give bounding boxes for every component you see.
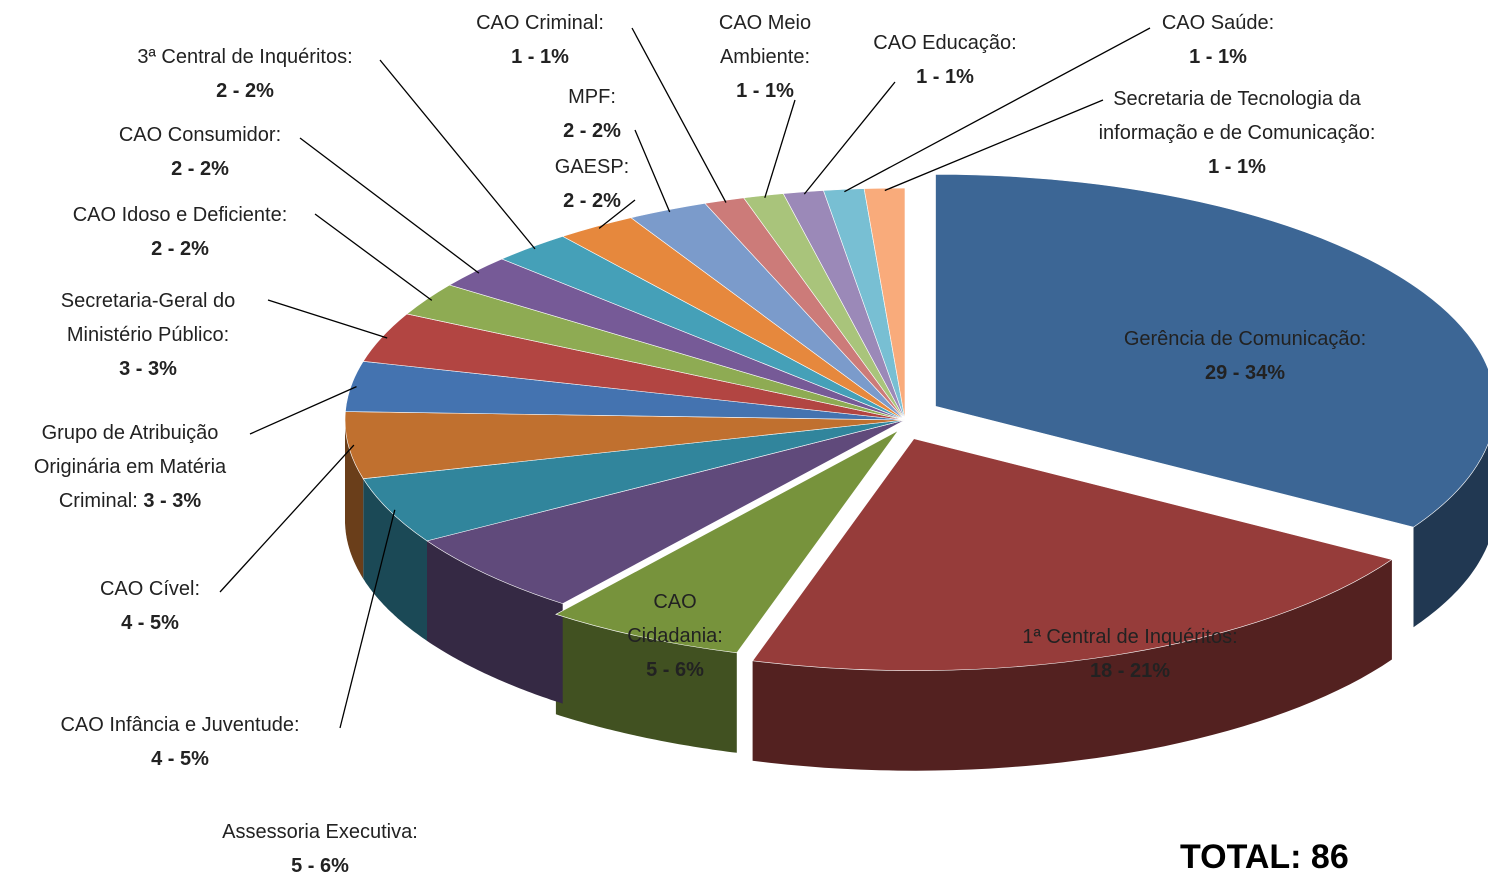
- leader-line: [765, 100, 795, 198]
- leader-line: [268, 300, 387, 338]
- slice-label: Assessoria Executiva: 5 - 6%: [180, 815, 460, 883]
- category-label: CAO Meio Ambiente:: [719, 12, 811, 68]
- value-label: 1 - 1%: [460, 40, 620, 74]
- value-label: 5 - 6%: [180, 849, 460, 883]
- leader-line: [380, 60, 535, 249]
- value-label: 2 - 2%: [532, 114, 652, 148]
- category-label: CAO Educação:: [873, 32, 1016, 54]
- value-label: 1 - 1%: [850, 60, 1040, 94]
- value-label: 4 - 5%: [20, 742, 340, 776]
- category-label: 1ª Central de Inquéritos:: [1022, 626, 1237, 648]
- category-label: Secretaria-Geral do Ministério Público:: [61, 290, 236, 346]
- value-label: 2 - 2%: [80, 152, 320, 186]
- category-label: Assessoria Executiva:: [222, 821, 418, 843]
- slice-label: GAESP: 2 - 2%: [532, 150, 652, 218]
- category-label: CAO Saúde:: [1162, 12, 1274, 34]
- slice-label: CAO Idoso e Deficiente: 2 - 2%: [30, 198, 330, 266]
- category-label: GAESP:: [555, 156, 629, 178]
- slice-label: 1ª Central de Inquéritos: 18 - 21%: [970, 620, 1290, 688]
- value-label: 5 - 6%: [620, 653, 730, 687]
- slice-label: CAO Infância e Juventude: 4 - 5%: [20, 708, 340, 776]
- slice-label: CAO Saúde: 1 - 1%: [1128, 6, 1308, 74]
- slice-label: 3ª Central de Inquéritos: 2 - 2%: [95, 40, 395, 108]
- category-label: CAO Cidadania:: [627, 591, 723, 647]
- value-label: 2 - 2%: [95, 74, 395, 108]
- leader-line: [315, 214, 432, 300]
- slice-label: CAO Criminal: 1 - 1%: [460, 6, 620, 74]
- slice-label: CAO Cidadania: 5 - 6%: [620, 585, 730, 687]
- value-label: 2 - 2%: [30, 232, 330, 266]
- slice-label: Secretaria-Geral do Ministério Público: …: [28, 284, 268, 386]
- category-label: CAO Criminal:: [476, 12, 604, 34]
- slice-label: CAO Educação: 1 - 1%: [850, 26, 1040, 94]
- category-label: CAO Infância e Juventude:: [60, 714, 299, 736]
- category-label: CAO Consumidor:: [119, 124, 281, 146]
- value-label: 1 - 1%: [705, 74, 825, 108]
- slice-label: Secretaria de Tecnologia da informação e…: [1092, 82, 1382, 184]
- category-label: MPF:: [568, 86, 616, 108]
- value-label: 3 - 3%: [143, 490, 201, 512]
- slice-label: CAO Consumidor: 2 - 2%: [80, 118, 320, 186]
- category-label: CAO Idoso e Deficiente:: [73, 204, 288, 226]
- leader-line: [250, 387, 357, 434]
- slice-label: Grupo de Atribuição Originária em Matéri…: [5, 416, 255, 518]
- value-label: 4 - 5%: [80, 606, 220, 640]
- value-label: 18 - 21%: [970, 654, 1290, 688]
- slice-label: CAO Cível: 4 - 5%: [80, 572, 220, 640]
- value-label: 2 - 2%: [532, 184, 652, 218]
- slice-label: MPF: 2 - 2%: [532, 80, 652, 148]
- category-label: Gerência de Comunicação:: [1124, 328, 1366, 350]
- slice-label: CAO Meio Ambiente: 1 - 1%: [705, 6, 825, 108]
- slice-label: Gerência de Comunicação: 29 - 34%: [1080, 322, 1410, 390]
- value-label: 29 - 34%: [1080, 356, 1410, 390]
- total-label: TOTAL: 86: [1180, 838, 1349, 877]
- value-label: 3 - 3%: [28, 352, 268, 386]
- category-label: CAO Cível:: [100, 578, 200, 600]
- value-label: 1 - 1%: [1128, 40, 1308, 74]
- category-label: 3ª Central de Inquéritos:: [137, 46, 352, 68]
- value-label: 1 - 1%: [1208, 156, 1266, 178]
- category-label: Secretaria de Tecnologia da informação e…: [1099, 88, 1376, 144]
